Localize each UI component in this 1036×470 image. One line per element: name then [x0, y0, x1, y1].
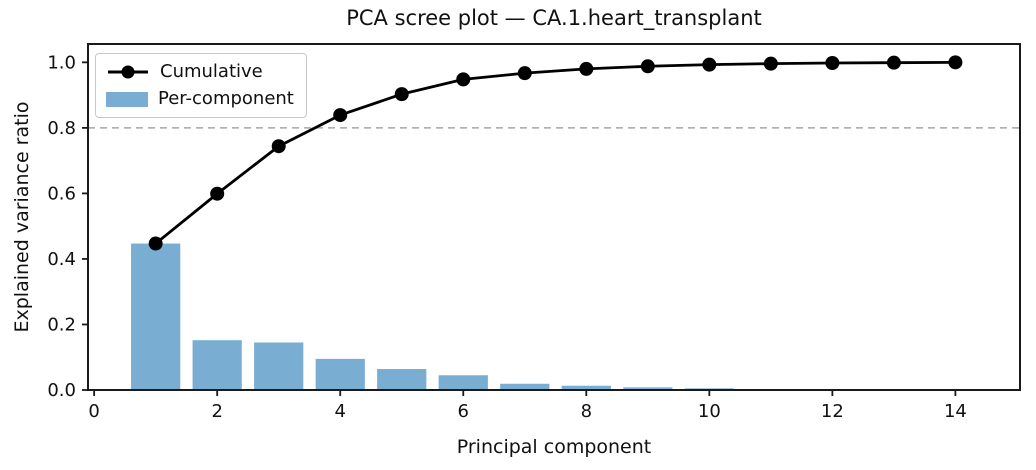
cumulative-line: [154, 60, 957, 245]
cumulative-marker: [210, 186, 225, 201]
x-tick-label: 2: [211, 401, 222, 422]
y-tick-label: 0.6: [47, 183, 76, 204]
chart-title: PCA scree plot — CA.1.heart_transplant: [346, 6, 762, 30]
y-tick-label: 0.0: [47, 380, 76, 401]
cumulative-marker: [579, 61, 594, 76]
per-component-bar: [377, 369, 427, 390]
per-component-bar: [438, 375, 488, 390]
x-tick-label: 4: [334, 401, 345, 422]
x-tick-label: 14: [944, 401, 967, 422]
cumulative-marker: [517, 66, 532, 81]
per-component-bar: [192, 340, 242, 390]
y-tick-label: 0.2: [47, 314, 76, 335]
cumulative-marker: [763, 56, 778, 71]
cumulative-marker: [702, 57, 717, 72]
cumulative-marker: [394, 87, 409, 102]
cumulative-marker: [333, 108, 348, 123]
cumulative-marker: [148, 236, 163, 251]
y-tick-label: 0.4: [47, 249, 76, 270]
plot-border: [87, 43, 1021, 391]
cumulative-marker: [271, 139, 286, 154]
cumulative-marker: [456, 72, 471, 87]
legend-item-cumulative: Cumulative: [106, 61, 294, 83]
x-axis-label: Principal component: [456, 436, 652, 458]
legend-label-cumulative: Cumulative: [160, 61, 263, 82]
per-component-bar: [623, 387, 673, 390]
cumulative-marker: [886, 55, 901, 70]
y-tick-label: 0.8: [47, 118, 76, 139]
x-tick-label: 12: [821, 401, 844, 422]
x-tick-label: 10: [698, 401, 721, 422]
per-component-bar: [315, 358, 365, 390]
per-component-bar: [500, 383, 550, 390]
per-component-bar: [131, 243, 181, 390]
per-component-bar: [561, 385, 611, 390]
cumulative-line-swatch-icon: [108, 65, 148, 79]
per-component-bar: [254, 342, 304, 390]
per-component-bar-swatch-icon: [106, 91, 148, 107]
x-tick-label: 8: [581, 401, 592, 422]
legend-label-per-component: Per-component: [158, 88, 294, 109]
y-tick-label: 1.0: [47, 52, 76, 73]
legend-item-per-component: Per-component: [106, 88, 294, 110]
cumulative-marker: [948, 55, 963, 70]
legend: Cumulative Per-component: [95, 53, 307, 118]
x-tick-label: 6: [458, 401, 469, 422]
x-tick-label: 0: [88, 401, 99, 422]
y-axis-label: Explained variance ratio: [11, 101, 33, 333]
cumulative-marker: [640, 59, 655, 74]
cumulative-marker: [825, 56, 840, 71]
